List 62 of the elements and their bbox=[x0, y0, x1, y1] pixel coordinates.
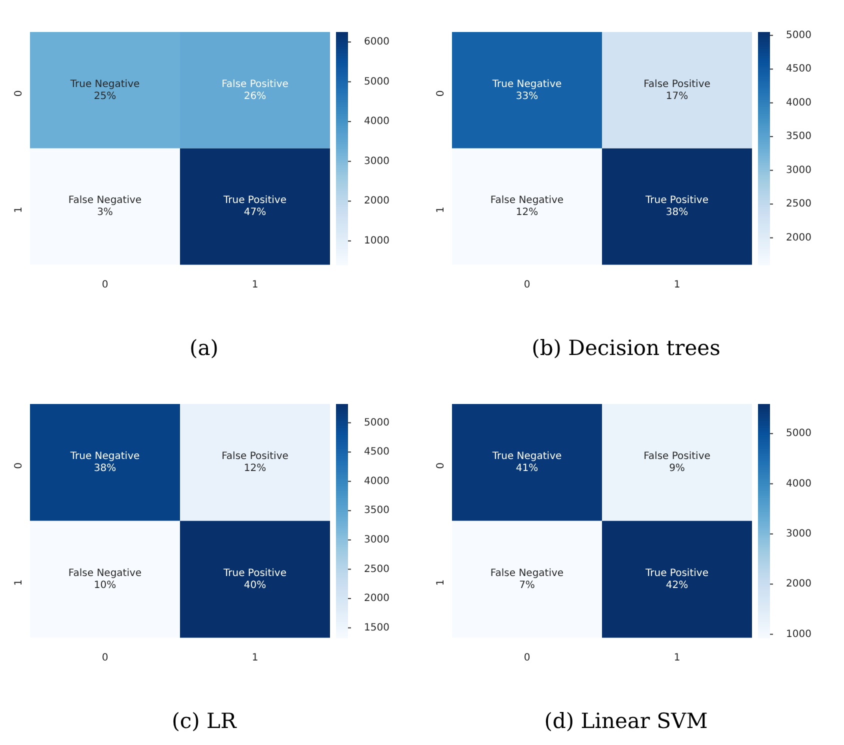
x-tick-label: 0 bbox=[524, 279, 530, 290]
data-label: False Negative 12% bbox=[490, 195, 564, 218]
data-label: True Positive 40% bbox=[222, 568, 286, 591]
x-tick-label: 1 bbox=[252, 279, 258, 290]
color-bar-label: 3500 bbox=[786, 131, 812, 142]
color-bar-label: 2000 bbox=[364, 196, 390, 207]
x-tick-label: 1 bbox=[674, 652, 680, 664]
color-bar-label: 2500 bbox=[786, 198, 812, 210]
color-bar-label: 4000 bbox=[364, 116, 390, 128]
x-tick-label: 0 bbox=[102, 279, 108, 290]
y-tick-label: 1 bbox=[14, 206, 25, 213]
color-bar-label: 1000 bbox=[364, 236, 390, 247]
color-bar-label: 5000 bbox=[786, 428, 812, 440]
data-label: False Positive 26% bbox=[222, 78, 288, 102]
data-label: True Positive 38% bbox=[644, 195, 708, 218]
data-label: False Positive 9% bbox=[644, 451, 710, 474]
color-bar-label: 5000 bbox=[786, 30, 812, 41]
color-bar-label: 3500 bbox=[364, 505, 390, 516]
text: (b) Decision trees bbox=[532, 336, 720, 360]
color-bar-label: 2500 bbox=[364, 564, 390, 575]
y-tick-label: 0 bbox=[436, 462, 447, 469]
data-label: False Positive 17% bbox=[644, 78, 710, 102]
x-tick-label: 0 bbox=[102, 652, 108, 664]
color-bar-label: 3000 bbox=[786, 528, 812, 540]
text: (a) bbox=[190, 336, 218, 360]
color-bar-label: 4500 bbox=[364, 446, 390, 458]
color-bar-label: 3000 bbox=[364, 156, 390, 167]
y-tick-label: 0 bbox=[14, 462, 25, 469]
color-bar-label: 1500 bbox=[364, 622, 390, 634]
color-bar-label: 5000 bbox=[364, 417, 390, 428]
color-bar-label: 2000 bbox=[786, 578, 812, 590]
data-label: True Negative 33% bbox=[491, 78, 562, 102]
y-tick-label: 0 bbox=[14, 90, 25, 97]
color-bar-label: 3000 bbox=[786, 164, 812, 176]
color-bar-label: 1000 bbox=[786, 628, 812, 640]
y-tick-label: 0 bbox=[436, 90, 447, 97]
color-bar-label: 2000 bbox=[364, 593, 390, 604]
x-tick-label: 1 bbox=[252, 652, 258, 664]
data-label: False Negative 3% bbox=[68, 195, 142, 218]
color-bar-label: 3000 bbox=[364, 534, 390, 546]
data-label: True Negative 41% bbox=[491, 451, 562, 474]
y-tick-label: 1 bbox=[436, 206, 447, 213]
text: (d) Linear SVM bbox=[544, 708, 708, 733]
data-label: False Positive 12% bbox=[222, 451, 288, 474]
data-label: True Positive 42% bbox=[644, 568, 708, 591]
color-bar-label: 4500 bbox=[786, 64, 812, 75]
data-label: True Negative 38% bbox=[69, 451, 140, 474]
data-label: True Positive 47% bbox=[222, 195, 286, 218]
data-label: True Negative 25% bbox=[69, 78, 140, 102]
color-bar-label: 4000 bbox=[786, 97, 812, 108]
data-label: False Negative 10% bbox=[68, 568, 142, 591]
color-bar-label: 5000 bbox=[364, 76, 390, 88]
y-tick-label: 1 bbox=[14, 579, 25, 586]
data-label: False Negative 7% bbox=[490, 568, 564, 591]
color-bar-label: 4000 bbox=[364, 476, 390, 487]
x-tick-label: 1 bbox=[674, 279, 680, 290]
text: (c) LR bbox=[172, 708, 238, 733]
color-bar-label: 2000 bbox=[786, 232, 812, 244]
y-tick-label: 1 bbox=[436, 579, 447, 586]
x-tick-label: 0 bbox=[524, 652, 530, 664]
color-bar-label: 4000 bbox=[786, 478, 812, 490]
color-bar-label: 6000 bbox=[364, 36, 390, 48]
